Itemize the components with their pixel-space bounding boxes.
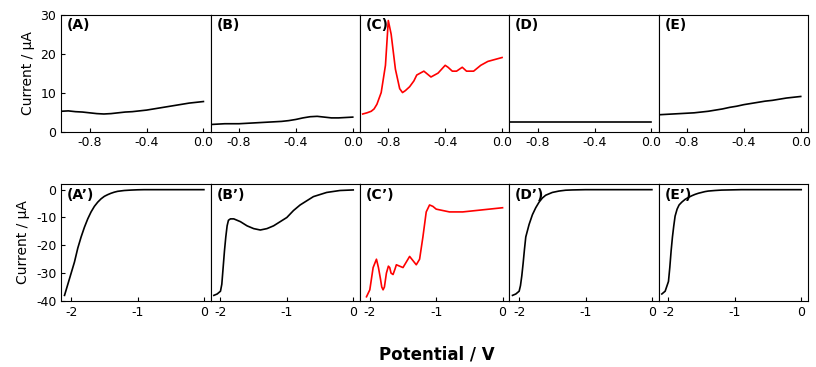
Text: (E): (E) bbox=[664, 18, 687, 32]
Y-axis label: Current / µA: Current / µA bbox=[16, 201, 30, 284]
Text: (B): (B) bbox=[216, 18, 240, 32]
Text: (C’): (C’) bbox=[366, 188, 394, 201]
Y-axis label: Current / µA: Current / µA bbox=[21, 31, 35, 115]
Text: (B’): (B’) bbox=[216, 188, 245, 201]
Text: Potential / V: Potential / V bbox=[379, 346, 494, 364]
Text: (C): (C) bbox=[366, 18, 389, 32]
Text: (A’): (A’) bbox=[67, 188, 95, 201]
Text: (A): (A) bbox=[67, 18, 91, 32]
Text: (D): (D) bbox=[515, 18, 539, 32]
Text: (D’): (D’) bbox=[515, 188, 544, 201]
Text: (E’): (E’) bbox=[664, 188, 692, 201]
